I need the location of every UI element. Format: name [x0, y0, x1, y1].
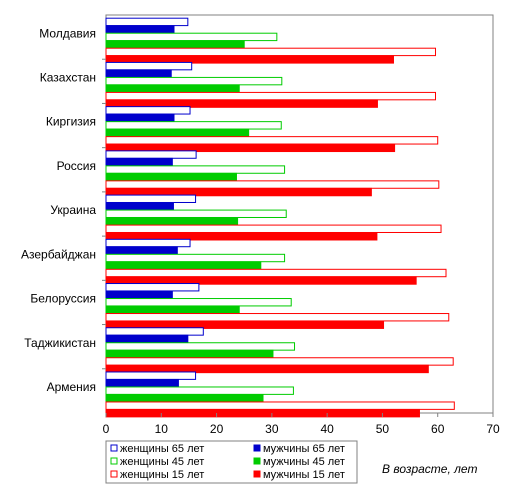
x-tick-label: 20 [210, 422, 224, 436]
category-label: Украина [50, 203, 96, 217]
legend-label: женщины 45 лет [120, 456, 204, 468]
bar [105, 180, 440, 189]
category-label: Азербайджан [21, 247, 96, 261]
bar [105, 40, 245, 49]
legend-item: женщины 65 лет [110, 443, 204, 455]
y-axis: Молдавия Казахстан Киргизия Россия Украина Аз… [21, 26, 106, 394]
bar [105, 69, 172, 78]
legend-swatch [110, 444, 118, 452]
bar [105, 378, 179, 388]
x-tick-label: 70 [486, 422, 500, 436]
bar [105, 327, 204, 336]
x-tick-label: 50 [376, 422, 390, 436]
legend-item: женщины 45 лет [110, 456, 204, 468]
bar [105, 246, 178, 255]
bar [105, 393, 264, 403]
category-group [105, 61, 437, 108]
x-tick-label: 30 [265, 422, 279, 436]
bar [105, 268, 447, 278]
x-tick-label: 10 [155, 422, 169, 436]
legend-label: женщины 15 лет [120, 469, 204, 481]
x-axis: 0 10 20 30 40 50 60 70 [103, 413, 500, 436]
legend-label: мужчины 65 лет [263, 443, 345, 455]
bar [105, 106, 191, 115]
category-label: Молдавия [39, 26, 96, 40]
category-group [105, 327, 454, 374]
legend-label: мужчины 45 лет [263, 456, 345, 468]
bar [105, 136, 439, 145]
bar [105, 150, 197, 159]
bar [105, 202, 174, 211]
bar [105, 121, 282, 130]
category-group [105, 283, 450, 329]
bar [105, 165, 286, 174]
bar [105, 194, 197, 203]
bar [105, 349, 274, 359]
category-group [105, 150, 440, 197]
category-label: Таджикистан [24, 336, 96, 350]
legend-item: мужчины 15 лет [253, 469, 345, 481]
legend: женщины 65 лет мужчины 65 лет женщины 45 л… [105, 440, 358, 484]
legend-label: мужчины 15 лет [263, 469, 345, 481]
bar [105, 209, 287, 218]
bar [105, 261, 262, 270]
category-label: Белоруссия [30, 292, 96, 306]
bar [105, 371, 197, 380]
category-group [105, 194, 442, 241]
bar [105, 113, 175, 123]
bar [105, 32, 278, 42]
bar [105, 401, 455, 410]
bar [105, 298, 292, 307]
legend-swatch [253, 470, 261, 478]
legend-swatch [253, 457, 261, 465]
bar [105, 253, 286, 263]
category-group [105, 17, 437, 64]
bar [105, 17, 189, 27]
bar [105, 61, 193, 71]
bar [105, 128, 250, 138]
legend-swatch [110, 457, 118, 465]
bar [105, 91, 437, 101]
bar [105, 334, 189, 344]
legend-frame [105, 440, 358, 484]
bar [105, 157, 173, 167]
x-tick-label: 40 [320, 422, 334, 436]
category-label: Киргизия [46, 115, 96, 129]
x-tick-label: 60 [431, 422, 445, 436]
bar [105, 386, 294, 395]
legend-swatch [253, 444, 261, 452]
legend-label: женщины 65 лет [120, 443, 204, 455]
bar [105, 313, 450, 322]
category-group [105, 106, 439, 153]
bar [105, 305, 240, 314]
bar [105, 47, 437, 57]
legend-item: женщины 15 лет [110, 469, 204, 481]
bar [105, 342, 296, 351]
category-label: Россия [57, 159, 96, 173]
legend-item: мужчины 45 лет [253, 456, 345, 468]
category-label: Казахстан [40, 71, 96, 85]
bar [105, 76, 283, 86]
bar [105, 290, 173, 299]
bar [105, 172, 237, 182]
bar [105, 283, 200, 292]
bar [105, 84, 240, 93]
bar [105, 238, 191, 248]
bar [105, 217, 239, 226]
bar [105, 25, 175, 34]
legend-swatch [110, 470, 118, 478]
bar [105, 408, 420, 418]
bar [105, 224, 442, 233]
x-axis-label: В возрасте, лет [382, 462, 477, 476]
plot-area [105, 14, 494, 418]
x-tick-label: 0 [103, 422, 110, 436]
legend-item: мужчины 65 лет [253, 443, 345, 455]
bar [105, 357, 454, 366]
category-group [105, 371, 455, 418]
category-label: Армения [47, 380, 96, 394]
